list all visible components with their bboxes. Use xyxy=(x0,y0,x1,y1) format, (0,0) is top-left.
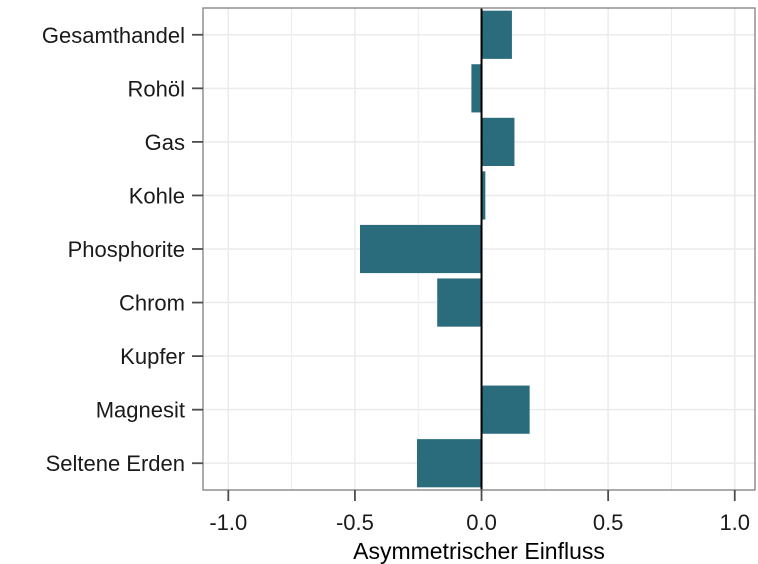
x-tick-label: -0.5 xyxy=(336,510,374,535)
x-axis-title: Asymmetrischer Einfluss xyxy=(353,538,605,564)
x-axis-ticks: -1.0 -0.5 0.0 0.5 1.0 xyxy=(209,490,750,535)
bar xyxy=(471,64,482,113)
x-tick-label: 1.0 xyxy=(719,510,750,535)
bar xyxy=(481,171,486,220)
y-tick-label: Gas xyxy=(145,130,185,155)
y-tick-label: Rohöl xyxy=(128,76,185,101)
y-tick-label: Gesamthandel xyxy=(42,23,185,48)
y-tick-label: Kohle xyxy=(129,183,185,208)
bar xyxy=(359,224,482,274)
x-tick-label: 0.0 xyxy=(466,510,497,535)
y-tick-label: Seltene Erden xyxy=(46,451,185,476)
bar xyxy=(437,278,482,327)
bars xyxy=(359,10,530,488)
bar xyxy=(481,117,515,166)
bar xyxy=(416,439,482,488)
x-tick-label: 0.5 xyxy=(593,510,624,535)
y-tick-label: Magnesit xyxy=(96,398,185,423)
y-tick-label: Kupfer xyxy=(120,344,185,369)
y-axis-ticks: Gesamthandel Rohöl Gas Kohle Phosphorite Chro… xyxy=(42,23,203,476)
bar xyxy=(481,10,512,59)
x-tick-label: -1.0 xyxy=(209,510,247,535)
bar xyxy=(481,385,530,434)
y-tick-label: Chrom xyxy=(119,291,185,316)
y-tick-label: Phosphorite xyxy=(68,237,185,262)
